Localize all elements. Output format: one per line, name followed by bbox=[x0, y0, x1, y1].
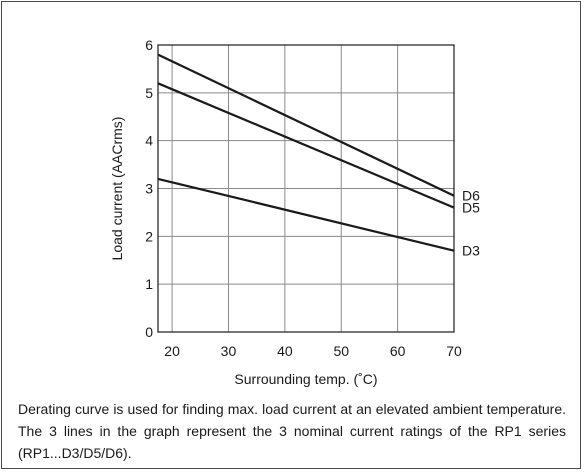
y-tick-label: 0 bbox=[145, 324, 153, 340]
series-lines bbox=[157, 53, 455, 252]
series-label-d6: D6 bbox=[462, 188, 480, 204]
series-line-d5 bbox=[157, 82, 455, 209]
y-tick-labels: 0 1 2 3 4 5 6 bbox=[145, 37, 153, 340]
x-tick-label: 20 bbox=[164, 343, 180, 359]
y-tick-label: 4 bbox=[145, 133, 153, 149]
x-tick-labels: 20 30 40 50 60 70 bbox=[164, 343, 462, 359]
series-line-d6 bbox=[157, 53, 455, 197]
plot-area bbox=[157, 44, 455, 333]
series-label-d5: D5 bbox=[462, 200, 480, 216]
x-tick-label: 40 bbox=[277, 343, 293, 359]
y-tick-label: 1 bbox=[145, 276, 153, 292]
y-tick-label: 3 bbox=[145, 181, 153, 197]
plot-border bbox=[157, 44, 455, 333]
y-axis-title: Load current (AACrms) bbox=[109, 117, 125, 261]
x-tick-label: 70 bbox=[446, 343, 462, 359]
y-tick-label: 6 bbox=[145, 37, 153, 53]
y-tick-label: 2 bbox=[145, 228, 153, 244]
series-line-d3 bbox=[157, 177, 455, 252]
x-axis-title: Surrounding temp. (˚C) bbox=[234, 371, 377, 387]
x-tick-label: 30 bbox=[221, 343, 237, 359]
series-label-d3: D3 bbox=[462, 243, 480, 259]
x-tick-label: 60 bbox=[390, 343, 406, 359]
figure-caption: Derating curve is used for finding max. … bbox=[18, 401, 566, 461]
y-tick-label: 5 bbox=[145, 85, 153, 101]
x-tick-label: 50 bbox=[333, 343, 349, 359]
